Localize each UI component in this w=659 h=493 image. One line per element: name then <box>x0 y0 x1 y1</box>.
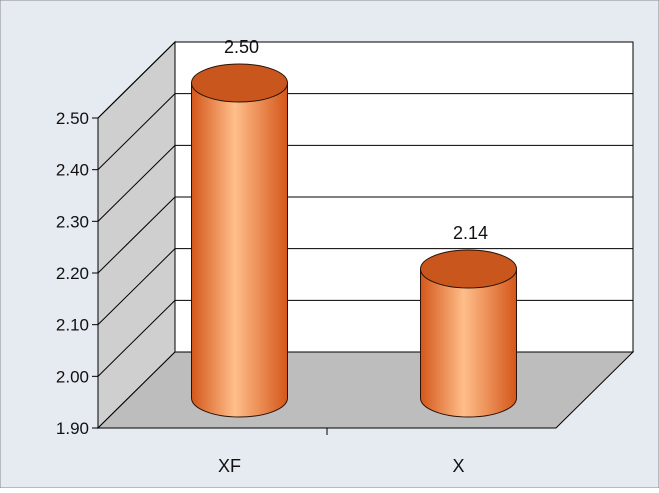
bar-body <box>191 82 288 418</box>
bar-series <box>191 63 517 418</box>
data-label: 2.50 <box>224 37 259 57</box>
y-tick-label: 2.20 <box>56 264 89 283</box>
gridline <box>97 41 633 119</box>
data-labels: 2.50 2.14 <box>224 37 488 243</box>
gridline <box>97 248 633 326</box>
floor <box>96 351 635 429</box>
gridline <box>97 196 633 274</box>
y-tick-label: 2.40 <box>56 161 89 180</box>
y-tick-label: 2.00 <box>56 367 89 386</box>
bar <box>420 249 517 418</box>
x-tick-label: X <box>452 456 464 476</box>
bar-top <box>420 249 517 289</box>
x-tick-label: XF <box>218 456 241 476</box>
bar-body <box>420 268 517 418</box>
gridline <box>97 93 633 171</box>
data-label: 2.14 <box>453 223 488 243</box>
y-tick-label: 1.90 <box>56 419 89 438</box>
chart-walls <box>96 40 635 430</box>
y-axis: 1.90 2.00 2.10 2.20 2.30 2.40 2.50 XF X <box>56 109 556 476</box>
gridline <box>97 144 633 222</box>
y-tick-label: 2.50 <box>56 109 89 128</box>
y-tick-label: 2.30 <box>56 212 89 231</box>
bar-top <box>191 63 288 103</box>
y-tick-label: 2.10 <box>56 316 89 335</box>
bar <box>191 63 288 418</box>
